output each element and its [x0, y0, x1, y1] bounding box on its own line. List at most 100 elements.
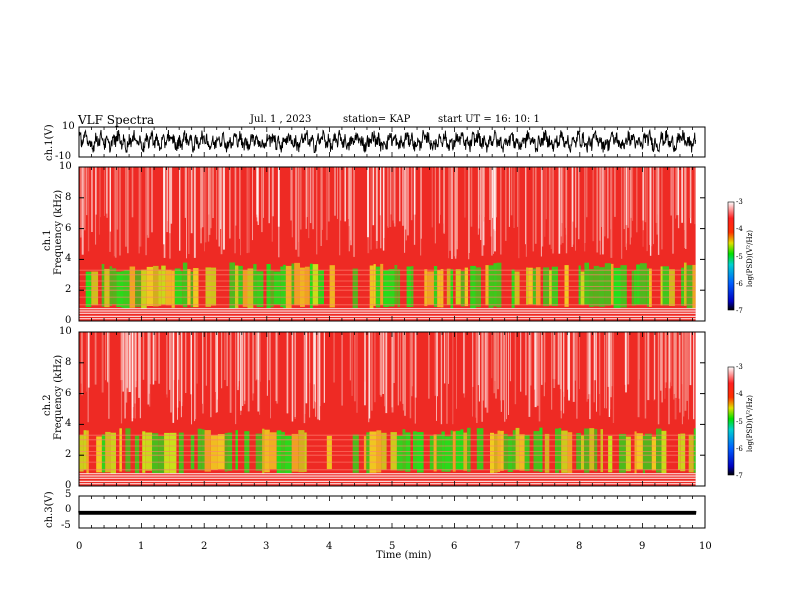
- spec2-lowband-cell: [634, 431, 637, 474]
- spec2-streak: [120, 332, 123, 424]
- spec1-streak: [100, 167, 101, 218]
- spec1-streak: [229, 167, 231, 239]
- spec2-lowband-cell: [429, 435, 434, 470]
- spec2-streak: [169, 332, 171, 390]
- spec1-streak: [337, 167, 338, 219]
- spec1-streak: [268, 167, 270, 224]
- spec2-lowband-cell: [366, 432, 370, 474]
- spec2-lowband-cell: [625, 436, 631, 472]
- spec1-streak: [592, 167, 595, 242]
- spec1-streak: [204, 167, 205, 252]
- spec1-streak: [300, 167, 302, 230]
- spec1-streak: [540, 167, 542, 257]
- spec1-streak: [525, 167, 526, 245]
- spec2-lowband-cell: [656, 428, 662, 473]
- spec1-lowband-cell: [684, 262, 687, 306]
- spec1-streak: [602, 167, 604, 255]
- spec1-streak: [413, 167, 416, 245]
- spec2-streak: [574, 332, 576, 381]
- spec1-lowband-cell: [253, 264, 257, 306]
- spec2-lowband-cell: [507, 436, 513, 472]
- spec1-streak: [677, 167, 679, 216]
- spec1-streak: [83, 167, 86, 231]
- spec2-streak: [135, 332, 137, 381]
- spec1-ytick-6: 6: [65, 223, 72, 234]
- spec1-lowband-cell: [158, 269, 162, 306]
- spec1-streak: [610, 167, 613, 258]
- spec1-streak: [601, 167, 602, 227]
- spec2-lowband-cell: [678, 433, 681, 470]
- spec2-lowband-cell: [476, 428, 484, 470]
- spec2-ylabel: Frequency (kHz): [53, 354, 64, 440]
- spec1-streak: [193, 167, 196, 258]
- spec1-streak: [95, 167, 97, 215]
- spec2-streak: [661, 332, 663, 403]
- spec1-streak: [517, 167, 519, 227]
- spec1-streak: [550, 167, 552, 249]
- spec1-streak: [561, 167, 563, 224]
- spec2-streak: [579, 332, 580, 390]
- spec2-lowband-cell: [405, 432, 411, 472]
- spec2-streak: [303, 332, 306, 424]
- spec1-streak: [119, 167, 121, 256]
- spec2-streak: [318, 332, 321, 421]
- spec2-streak: [552, 332, 555, 379]
- spec2-lowband-cell: [255, 433, 263, 471]
- spec1-streak: [629, 167, 631, 245]
- spec1-streak: [656, 167, 658, 235]
- spec1-lowband-cell: [460, 271, 465, 307]
- spec1-ytick-0: 0: [65, 315, 72, 326]
- spec2-lowband-cell: [326, 435, 332, 470]
- spec1-streak: [151, 167, 153, 233]
- spec2-lowband-cell: [417, 432, 424, 473]
- spec2-streak: [196, 332, 198, 384]
- spec2-streak: [500, 332, 501, 401]
- spec1-streak: [212, 167, 214, 218]
- spec1-streak: [201, 167, 204, 228]
- spec1-streak: [490, 167, 493, 237]
- spec1-streak: [636, 167, 638, 233]
- spec1-lowband-cell: [182, 262, 188, 308]
- spec2-lowband-cell: [164, 432, 170, 473]
- spec1-streak: [468, 167, 470, 253]
- spec2-streak: [551, 332, 553, 410]
- spec1-lowband-cell: [270, 270, 274, 308]
- spec2-streak: [368, 332, 370, 423]
- spec1-streak: [163, 167, 166, 258]
- spec2-streak: [444, 332, 446, 384]
- spec2-streak: [105, 332, 107, 381]
- spec1-lowband-cell: [589, 269, 594, 307]
- spec1-lowband-cell: [91, 271, 99, 306]
- spec1-streak: [561, 167, 564, 244]
- spec2-streak: [660, 332, 662, 391]
- spec1-streak: [420, 167, 422, 256]
- spec2-streak: [538, 332, 541, 422]
- spec1-streak: [81, 167, 84, 255]
- spec1-streak: [420, 167, 422, 239]
- cbar2-tick-4: -4: [736, 390, 743, 398]
- spec1-streak: [657, 167, 660, 255]
- spec2-streak: [598, 332, 600, 394]
- spec2-streak: [178, 332, 180, 380]
- spec1-streak: [545, 167, 547, 220]
- xtick-9: 9: [639, 541, 646, 552]
- spec1-streak: [239, 167, 240, 239]
- spec1-streak: [127, 167, 129, 254]
- cbar1-tick-4: -4: [736, 225, 743, 233]
- spec1-streak: [492, 167, 494, 218]
- spec1-lowband-cell: [584, 262, 589, 305]
- spec1-streak: [642, 167, 644, 231]
- spec1-lowband-cell: [291, 263, 295, 305]
- spec2-ytick-8: 8: [65, 357, 72, 368]
- spec1-streak: [491, 167, 493, 256]
- ch1-waveform-line: [78, 128, 697, 153]
- spec2-streak: [610, 332, 612, 398]
- spec1-streak: [495, 167, 497, 218]
- spec2-streak: [567, 332, 569, 390]
- spec2-lowband-cell: [460, 429, 464, 470]
- spec2-lowband-cell: [693, 428, 696, 473]
- spec2-streak: [291, 332, 294, 422]
- spec1-streak: [405, 167, 407, 241]
- spec1-streak: [434, 167, 436, 244]
- spec1-lowband-cell: [639, 263, 647, 305]
